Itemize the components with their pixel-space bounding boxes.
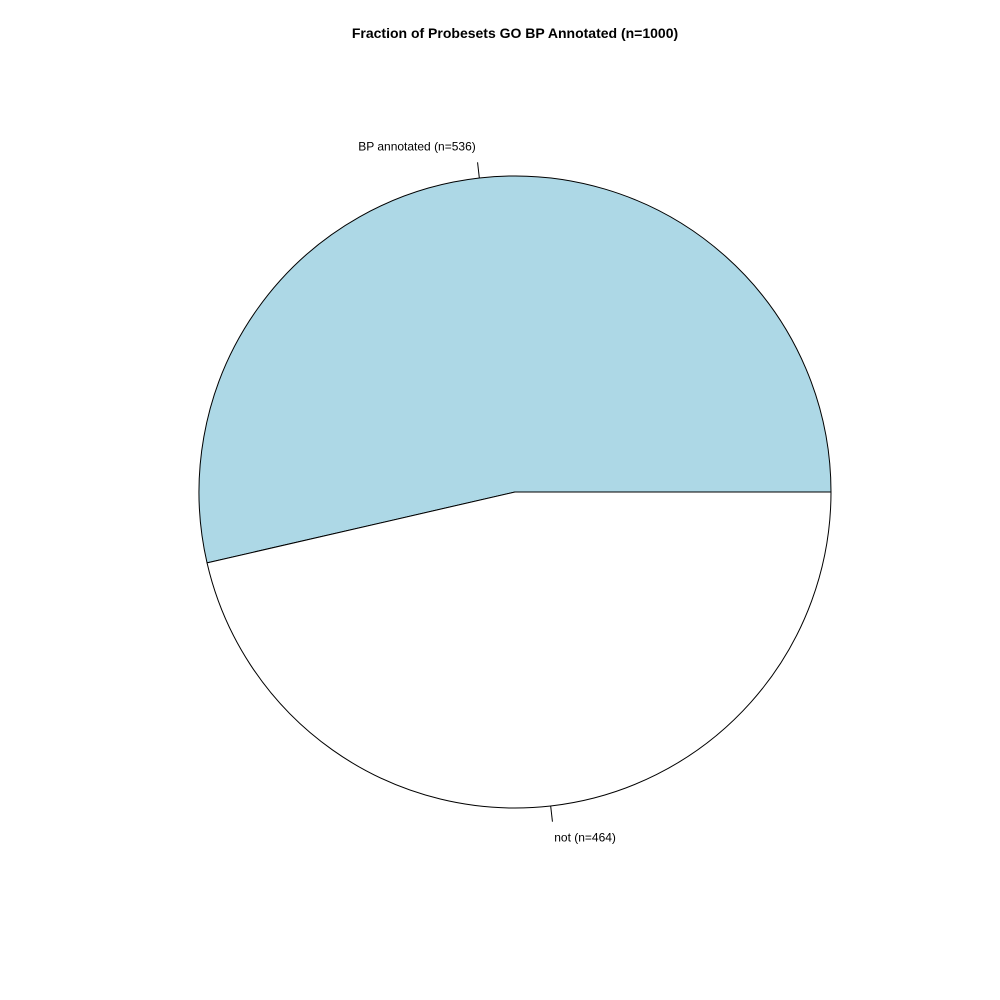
chart-title: Fraction of Probesets GO BP Annotated (n…: [352, 25, 678, 41]
pie-labels: BP annotated (n=536) not (n=464): [358, 140, 616, 845]
pie-label-0: BP annotated (n=536): [358, 140, 476, 154]
pie-label-tick-0: [477, 162, 480, 179]
pie-slice-1: [206, 491, 832, 809]
pie-slices: [198, 175, 832, 809]
pie-label-1: not (n=464): [554, 830, 616, 844]
pie-label-tick-1: [550, 805, 553, 822]
